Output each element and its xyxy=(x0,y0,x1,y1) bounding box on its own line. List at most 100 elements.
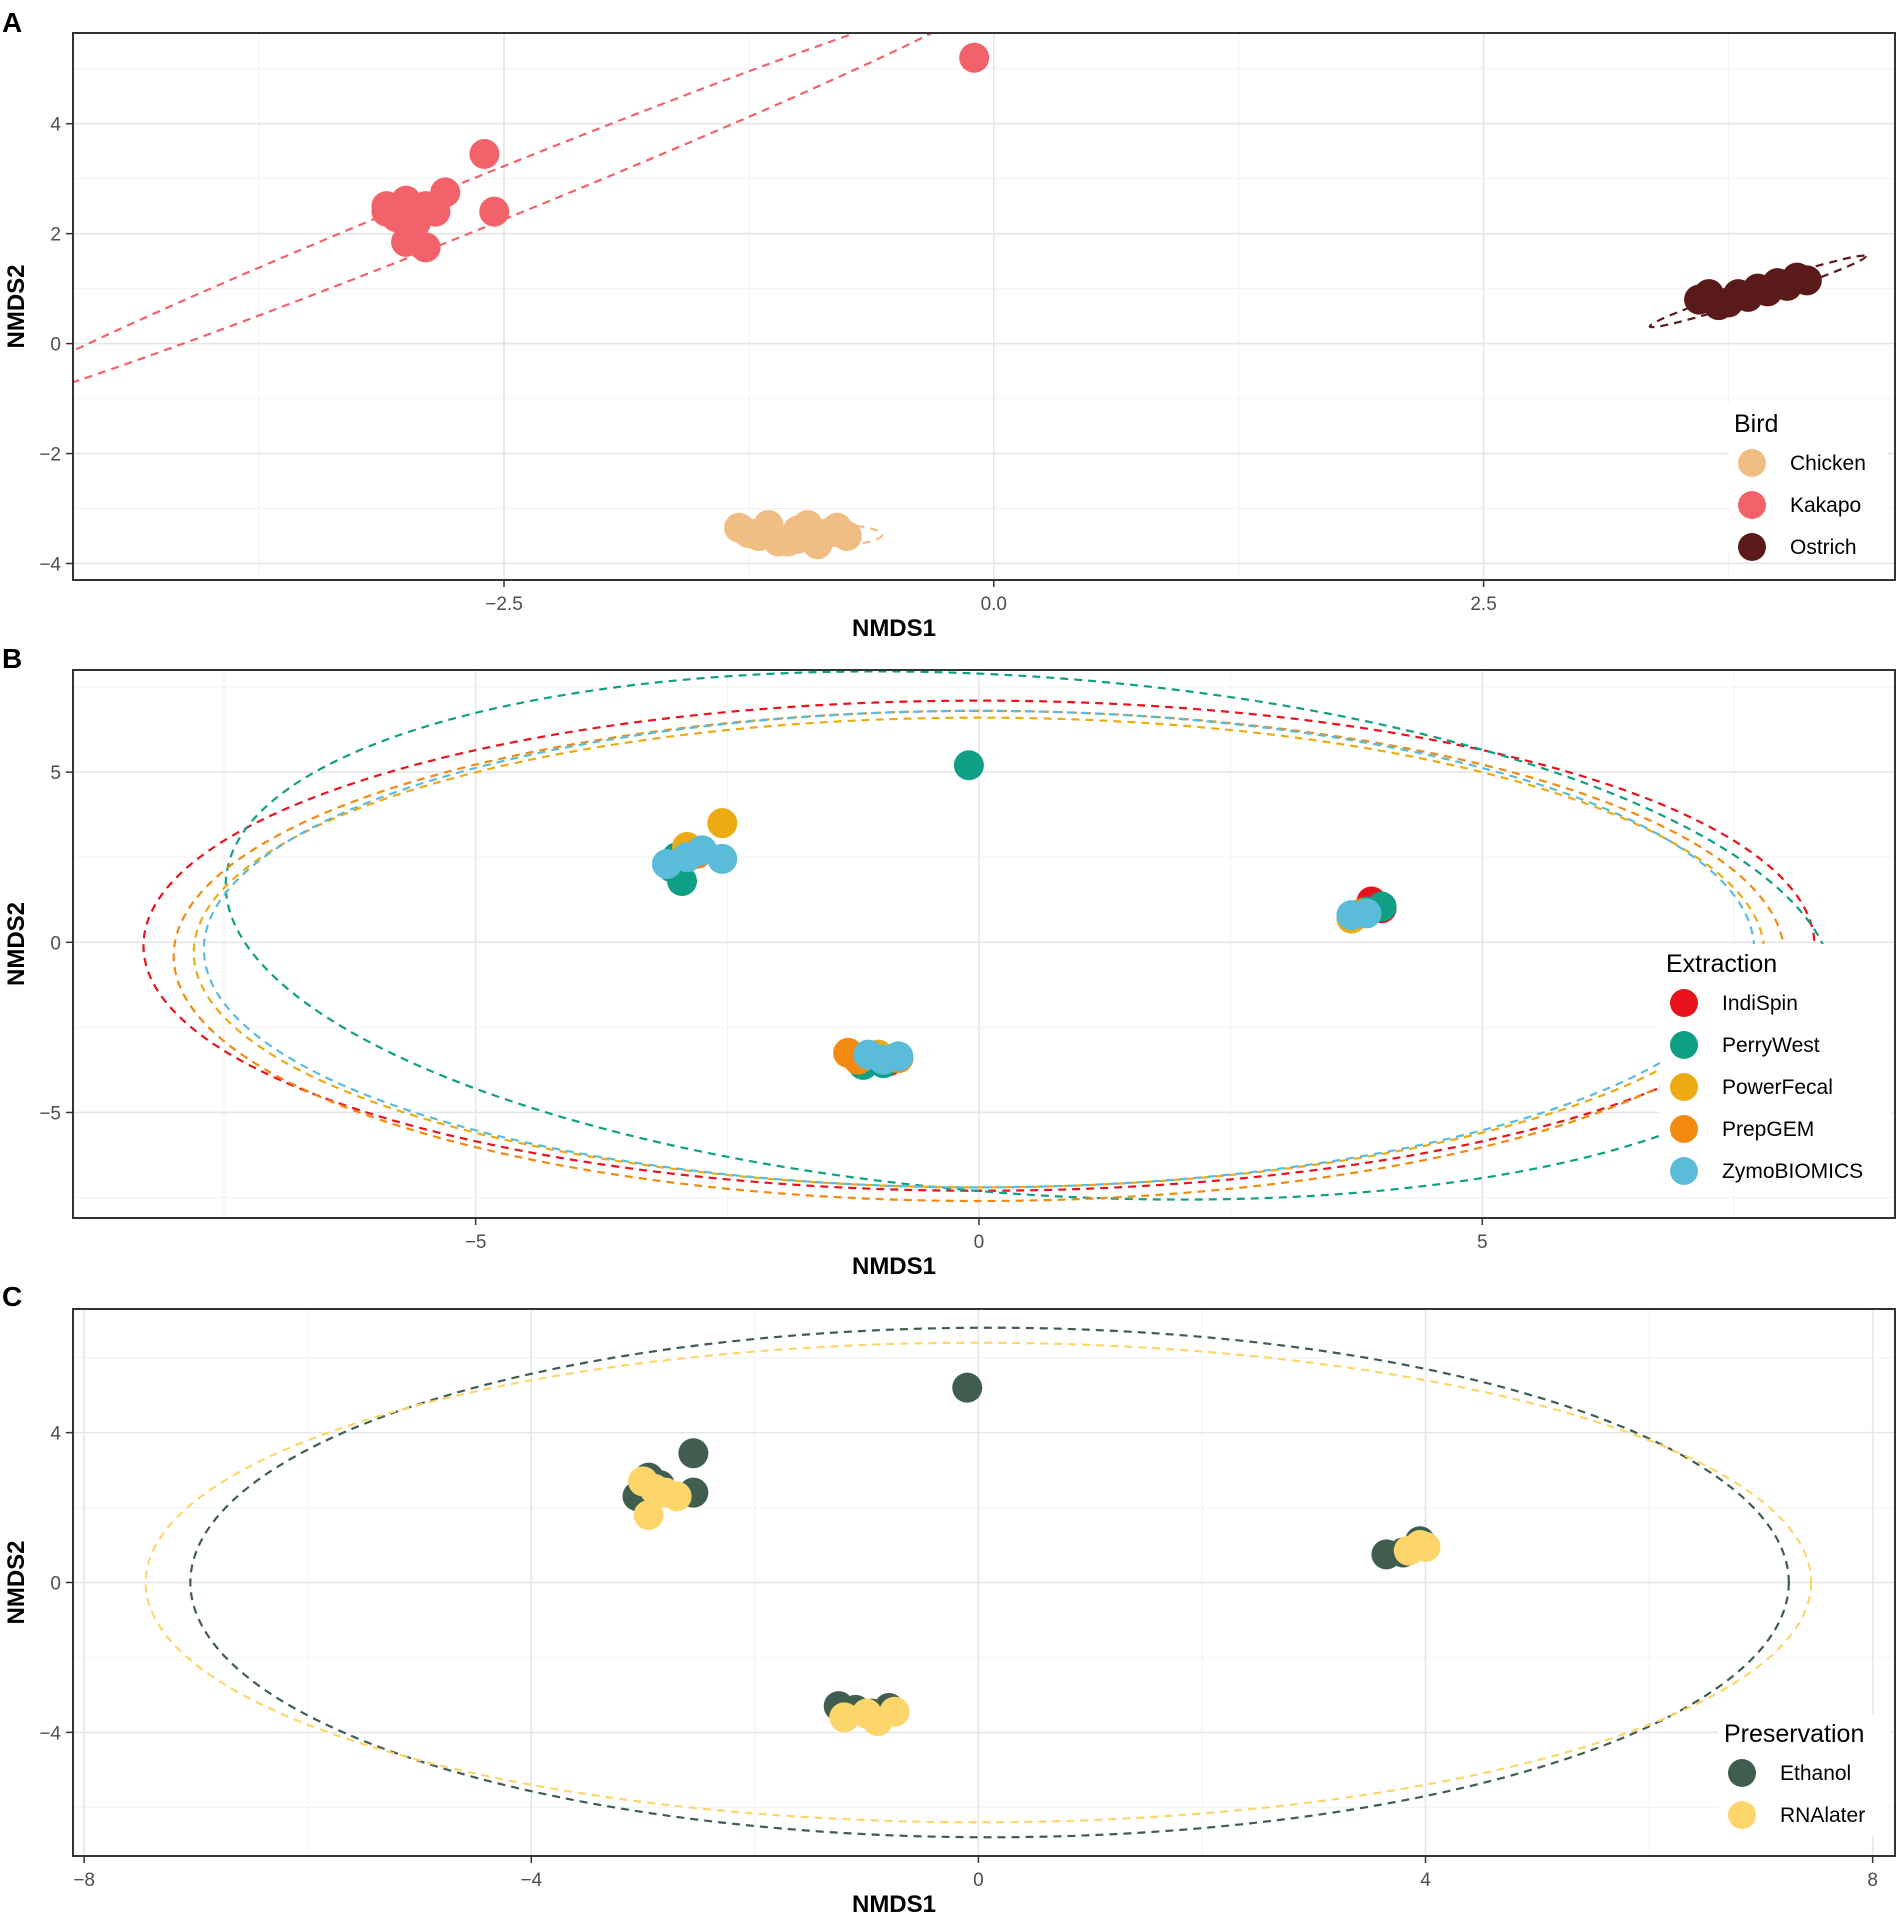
y-tick-label: −4 xyxy=(39,555,61,576)
legend-key-perrywest xyxy=(1670,1031,1698,1059)
y-tick-label: 0 xyxy=(50,933,61,954)
ellipse-ethanol xyxy=(189,1326,1790,1839)
point-zymobiomics xyxy=(707,843,738,874)
point-powerfecal xyxy=(707,808,738,839)
series-kakapo xyxy=(371,42,990,263)
legend-title: Bird xyxy=(1734,410,1778,438)
x-tick-label: 4 xyxy=(1420,1870,1431,1891)
legend-key-kakapo xyxy=(1738,491,1766,519)
legend-label: Chicken xyxy=(1790,452,1866,475)
point-kakapo xyxy=(410,232,441,263)
y-axis-label: NMDS2 xyxy=(3,264,30,348)
legend-background xyxy=(1660,944,1892,1169)
point-rnalater xyxy=(879,1696,910,1727)
x-tick-label: −5 xyxy=(465,1232,487,1253)
point-ostrich xyxy=(1791,265,1822,296)
legend: Bird Chicken Kakapo Ostrich xyxy=(1728,404,1888,561)
series-zymobiomics xyxy=(651,835,1382,1075)
y-tick-label: −2 xyxy=(39,445,61,466)
y-axis-label: NMDS2 xyxy=(3,1540,30,1624)
legend-label: PerryWest xyxy=(1722,1034,1820,1057)
x-tick-label: −4 xyxy=(520,1870,542,1891)
gridlines xyxy=(73,670,1895,1218)
series-rnalater xyxy=(628,1466,1441,1737)
legend: Preservation Ethanol RNAlater xyxy=(1718,1714,1890,1836)
y-tick-label: 4 xyxy=(50,1424,61,1445)
plot-content xyxy=(73,33,1868,560)
y-tick-label: −4 xyxy=(39,1723,61,1744)
legend-key-indispin xyxy=(1670,989,1698,1017)
panel-border xyxy=(72,32,1896,581)
legend-key-prepgem xyxy=(1670,1115,1698,1143)
point-rnalater xyxy=(829,1702,860,1733)
y-tick-label: 2 xyxy=(50,225,61,246)
point-kakapo xyxy=(420,196,451,227)
point-ethanol xyxy=(678,1438,709,1469)
legend-key-ethanol xyxy=(1728,1759,1756,1787)
legend: Extraction IndiSpin PerryWest PowerFecal Pre… xyxy=(1660,944,1892,1185)
point-kakapo xyxy=(479,196,510,227)
y-tick-label: −5 xyxy=(39,1103,61,1124)
legend-key-zymobiomics xyxy=(1670,1157,1698,1185)
legend-key-powerfecal xyxy=(1670,1073,1698,1101)
panel-border xyxy=(72,669,1896,1219)
legend-label: ZymoBIOMICS xyxy=(1722,1160,1863,1183)
legend-title: Preservation xyxy=(1724,1720,1864,1748)
panel-A: −2.5 0.0 2.5 −4 −2 0 2 4 NMDS1 NMDS2 A Bird Chicken K… xyxy=(2,7,1896,642)
point-chicken xyxy=(733,518,764,549)
x-tick-label: −8 xyxy=(73,1870,95,1891)
legend-title: Extraction xyxy=(1666,950,1777,978)
point-ethanol xyxy=(952,1372,983,1403)
series-ostrich xyxy=(1684,262,1822,321)
legend-label: Kakapo xyxy=(1790,494,1861,517)
x-tick-label: 5 xyxy=(1477,1232,1488,1253)
gridlines xyxy=(73,1309,1895,1856)
point-zymobiomics xyxy=(1351,898,1382,929)
legend-background xyxy=(1728,404,1888,554)
point-perrywest xyxy=(953,750,984,781)
point-rnalater xyxy=(661,1481,692,1512)
legend-key-chicken xyxy=(1738,449,1766,477)
ellipse-rnalater xyxy=(144,1341,1813,1824)
point-ostrich xyxy=(1693,279,1724,310)
x-tick-label: 0 xyxy=(973,1870,984,1891)
point-chicken xyxy=(782,523,813,554)
legend-label: Ethanol xyxy=(1780,1762,1851,1785)
series-chicken xyxy=(724,510,862,560)
legend-label: IndiSpin xyxy=(1722,992,1798,1015)
x-tick-label: −2.5 xyxy=(485,594,523,615)
y-tick-label: 0 xyxy=(50,335,61,356)
panel-label: A xyxy=(2,7,22,38)
panel-B: −5 0 5 −5 0 5 NMDS1 NMDS2 B Extraction IndiSpin Per… xyxy=(2,643,1896,1280)
point-rnalater xyxy=(633,1500,664,1531)
x-tick-label: 0.0 xyxy=(981,594,1007,615)
point-kakapo xyxy=(371,191,402,222)
plot-area xyxy=(73,670,1895,1218)
point-kakapo xyxy=(469,138,500,169)
legend-label: RNAlater xyxy=(1780,1804,1865,1827)
x-axis-label: NMDS1 xyxy=(852,615,936,642)
point-zymobiomics xyxy=(883,1041,914,1072)
x-axis-label: NMDS1 xyxy=(852,1891,936,1917)
point-kakapo xyxy=(959,42,990,73)
legend-key-rnalater xyxy=(1728,1801,1756,1829)
plot-content xyxy=(142,670,1834,1203)
y-tick-label: 5 xyxy=(50,763,61,784)
y-tick-label: 4 xyxy=(50,115,61,136)
x-tick-label: 8 xyxy=(1867,1870,1878,1891)
plot-content xyxy=(144,1326,1813,1839)
plot-area xyxy=(73,33,1895,580)
point-chicken xyxy=(822,515,853,546)
panel-C: −8 −4 0 4 8 −4 0 4 NMDS1 NMDS2 C Preservation Ethano… xyxy=(2,1281,1896,1917)
y-tick-label: 0 xyxy=(50,1574,61,1595)
x-tick-label: 0 xyxy=(974,1232,985,1253)
x-axis-label: NMDS1 xyxy=(852,1253,936,1280)
legend-key-ostrich xyxy=(1738,533,1766,561)
x-tick-label: 2.5 xyxy=(1470,594,1496,615)
panel-label: B xyxy=(2,643,22,674)
panel-label: C xyxy=(2,1281,22,1312)
legend-label: PowerFecal xyxy=(1722,1076,1833,1099)
legend-label: PrepGEM xyxy=(1722,1118,1814,1141)
legend-label: Ostrich xyxy=(1790,536,1857,559)
